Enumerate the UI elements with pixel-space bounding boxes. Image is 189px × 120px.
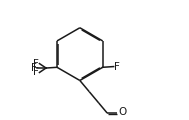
Text: F: F — [33, 59, 39, 69]
Text: O: O — [118, 107, 127, 117]
Text: F: F — [31, 63, 37, 73]
Text: F: F — [33, 67, 39, 78]
Text: F: F — [114, 62, 120, 72]
